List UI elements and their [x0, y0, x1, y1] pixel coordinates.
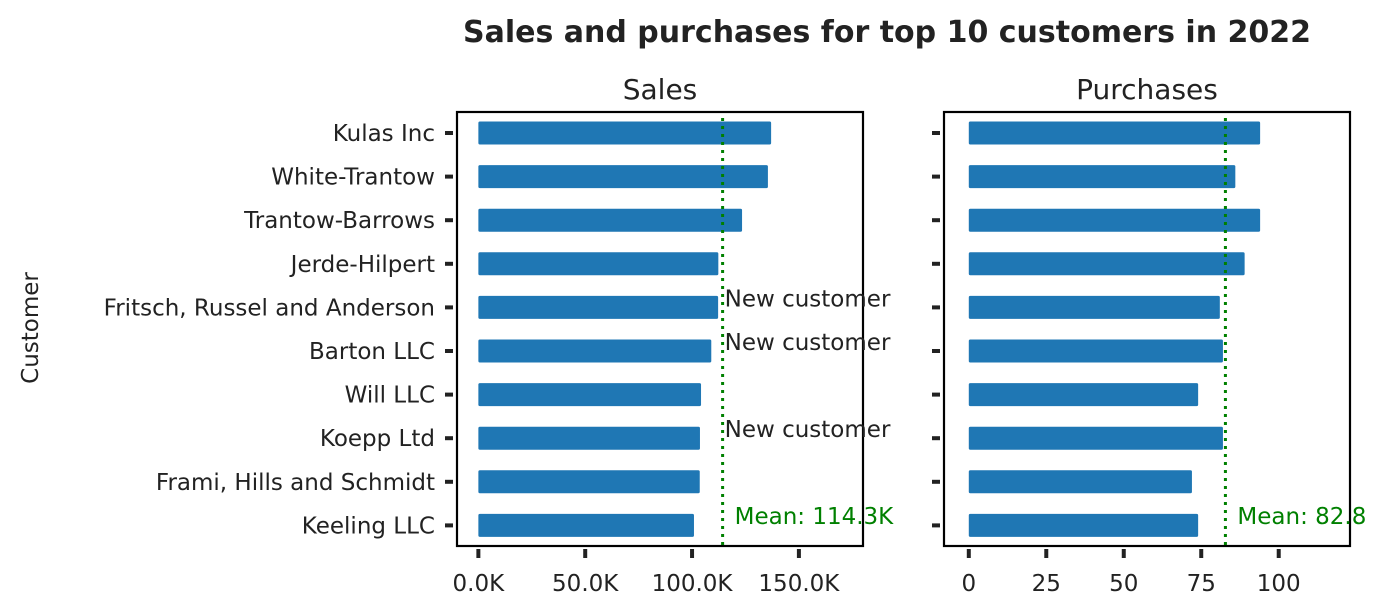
bar-fritsch-russel-and-anderson	[478, 295, 719, 319]
y-tick-label: Will LLC	[345, 383, 435, 409]
bar-koepp-ltd	[968, 426, 1223, 450]
bar-keeling-llc	[478, 513, 694, 537]
bar-will-llc	[478, 383, 702, 407]
x-tick-label: 75	[1187, 571, 1216, 597]
bar-white-trantow	[478, 165, 768, 189]
bar-will-llc	[968, 383, 1199, 407]
y-axis-label: Customer	[18, 272, 44, 384]
bar-kulas-inc	[478, 121, 772, 145]
y-tick-label: Koepp Ltd	[320, 426, 435, 452]
chart-panels: Sales Kulas Inc White-Trantow Trantow-Barro…	[104, 73, 1367, 597]
y-tick-label: Frami, Hills and Schmidt	[156, 470, 435, 496]
x-tick-label: 25	[1032, 571, 1061, 597]
bar-fritsch-russel-and-anderson	[968, 295, 1220, 319]
bar-koepp-ltd	[478, 426, 700, 450]
bar-barton-llc	[968, 339, 1223, 363]
bar-white-trantow	[968, 165, 1236, 189]
plot-frame	[942, 110, 1352, 548]
bar-frami-hills-and-schmidt	[968, 470, 1192, 494]
y-tick-label: White-Trantow	[271, 165, 435, 191]
x-tick-label: 0	[961, 571, 976, 597]
x-tick-label: 100.0K	[652, 571, 734, 597]
bar-barton-llc	[478, 339, 712, 363]
x-tick-label: 0.0K	[453, 571, 506, 597]
annotation-new-customer: New customer	[725, 417, 891, 443]
panel-title: Sales	[623, 73, 698, 106]
x-tick-label: 150.0K	[758, 571, 840, 597]
bar-trantow-barrows	[968, 208, 1261, 232]
y-tick-label: Barton LLC	[309, 339, 435, 365]
bar-jerde-hilpert	[968, 252, 1245, 276]
annotation-new-customer: New customer	[725, 330, 891, 356]
annotation-new-customer: New customer	[725, 286, 891, 312]
plot-frame	[455, 110, 865, 548]
bar-keeling-llc	[968, 513, 1199, 537]
y-tick-label: Trantow-Barrows	[243, 208, 435, 234]
panel-sales: Sales Kulas Inc White-Trantow Trantow-Barro…	[104, 73, 895, 597]
x-tick-label: 50	[1109, 571, 1138, 597]
chart-title: Sales and purchases for top 10 customers…	[463, 15, 1311, 50]
panel-purchases: Purchases 0 25 50 75 100 Mean: 82.8	[932, 73, 1366, 597]
mean-label: Mean: 114.3K	[735, 504, 895, 530]
bar-kulas-inc	[968, 121, 1261, 145]
bar-trantow-barrows	[478, 208, 743, 232]
bar-frami-hills-and-schmidt	[478, 470, 700, 494]
y-tick-label: Keeling LLC	[302, 513, 435, 539]
y-tick-label: Kulas Inc	[333, 121, 435, 147]
x-tick-label: 100	[1257, 571, 1301, 597]
y-tick-label: Jerde-Hilpert	[289, 252, 435, 278]
bar-jerde-hilpert	[478, 252, 719, 276]
mean-label: Mean: 82.8	[1237, 504, 1366, 530]
y-tick-label: Fritsch, Russel and Anderson	[104, 295, 435, 321]
panel-title: Purchases	[1076, 73, 1218, 106]
x-tick-label: 50.0K	[552, 571, 619, 597]
